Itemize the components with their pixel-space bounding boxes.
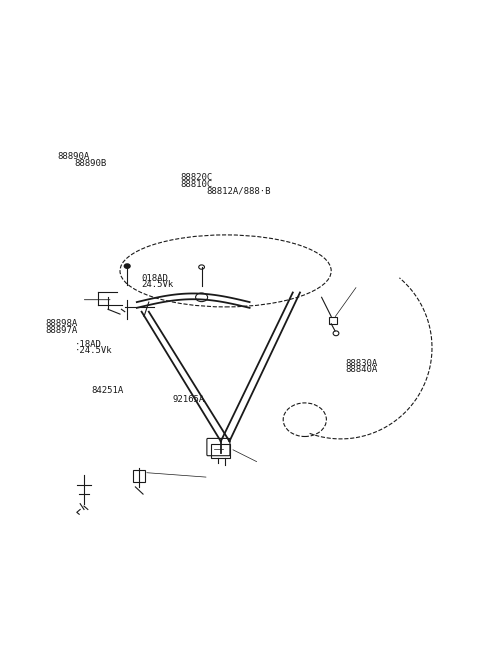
Text: 88890B: 88890B: [74, 160, 107, 168]
Text: 88810C: 88810C: [180, 180, 212, 189]
Text: 88898A: 88898A: [46, 319, 78, 328]
Text: ·24.5Vk: ·24.5Vk: [74, 346, 112, 355]
Text: 018AD: 018AD: [142, 273, 168, 283]
Bar: [329, 317, 337, 324]
Text: 88820C: 88820C: [180, 173, 212, 182]
Text: 88890A: 88890A: [58, 152, 90, 161]
Text: 24.5Vk: 24.5Vk: [142, 280, 174, 289]
Text: 88840A: 88840A: [346, 365, 378, 374]
Text: 88897A: 88897A: [46, 326, 78, 335]
Text: 88812A/888·B: 88812A/888·B: [206, 187, 271, 196]
Ellipse shape: [124, 264, 130, 268]
Bar: [133, 470, 145, 482]
Text: 88830A: 88830A: [346, 359, 378, 367]
Text: 92165A: 92165A: [173, 395, 205, 404]
Text: 84251A: 84251A: [91, 386, 123, 396]
Text: ·18AD: ·18AD: [74, 340, 101, 349]
